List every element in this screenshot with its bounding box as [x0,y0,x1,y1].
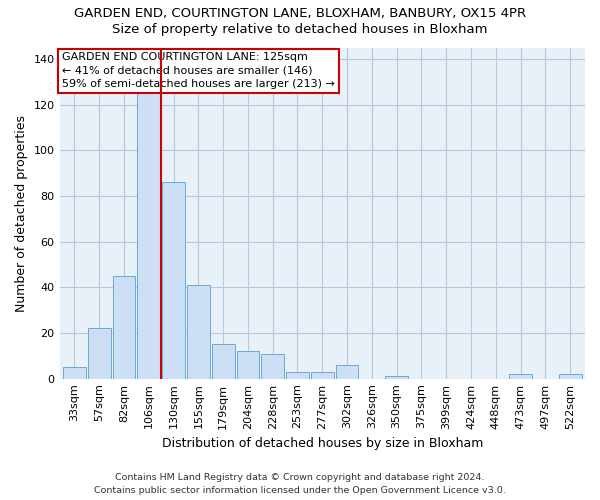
Text: GARDEN END COURTINGTON LANE: 125sqm
← 41% of detached houses are smaller (146)
5: GARDEN END COURTINGTON LANE: 125sqm ← 41… [62,52,335,89]
Bar [335,365,358,378]
Bar [509,374,532,378]
Y-axis label: Number of detached properties: Number of detached properties [15,114,28,312]
Bar [137,82,160,378]
Bar [212,344,235,378]
Bar [88,328,110,378]
Bar [63,368,86,378]
Text: Contains HM Land Registry data © Crown copyright and database right 2024.
Contai: Contains HM Land Registry data © Crown c… [94,474,506,495]
Bar [385,376,408,378]
Bar [162,182,185,378]
Text: Size of property relative to detached houses in Bloxham: Size of property relative to detached ho… [112,22,488,36]
Bar [187,285,210,378]
Bar [261,354,284,378]
Bar [311,372,334,378]
Bar [236,352,259,378]
Text: GARDEN END, COURTINGTON LANE, BLOXHAM, BANBURY, OX15 4PR: GARDEN END, COURTINGTON LANE, BLOXHAM, B… [74,8,526,20]
Bar [286,372,309,378]
Bar [113,276,136,378]
X-axis label: Distribution of detached houses by size in Bloxham: Distribution of detached houses by size … [161,437,483,450]
Bar [559,374,581,378]
